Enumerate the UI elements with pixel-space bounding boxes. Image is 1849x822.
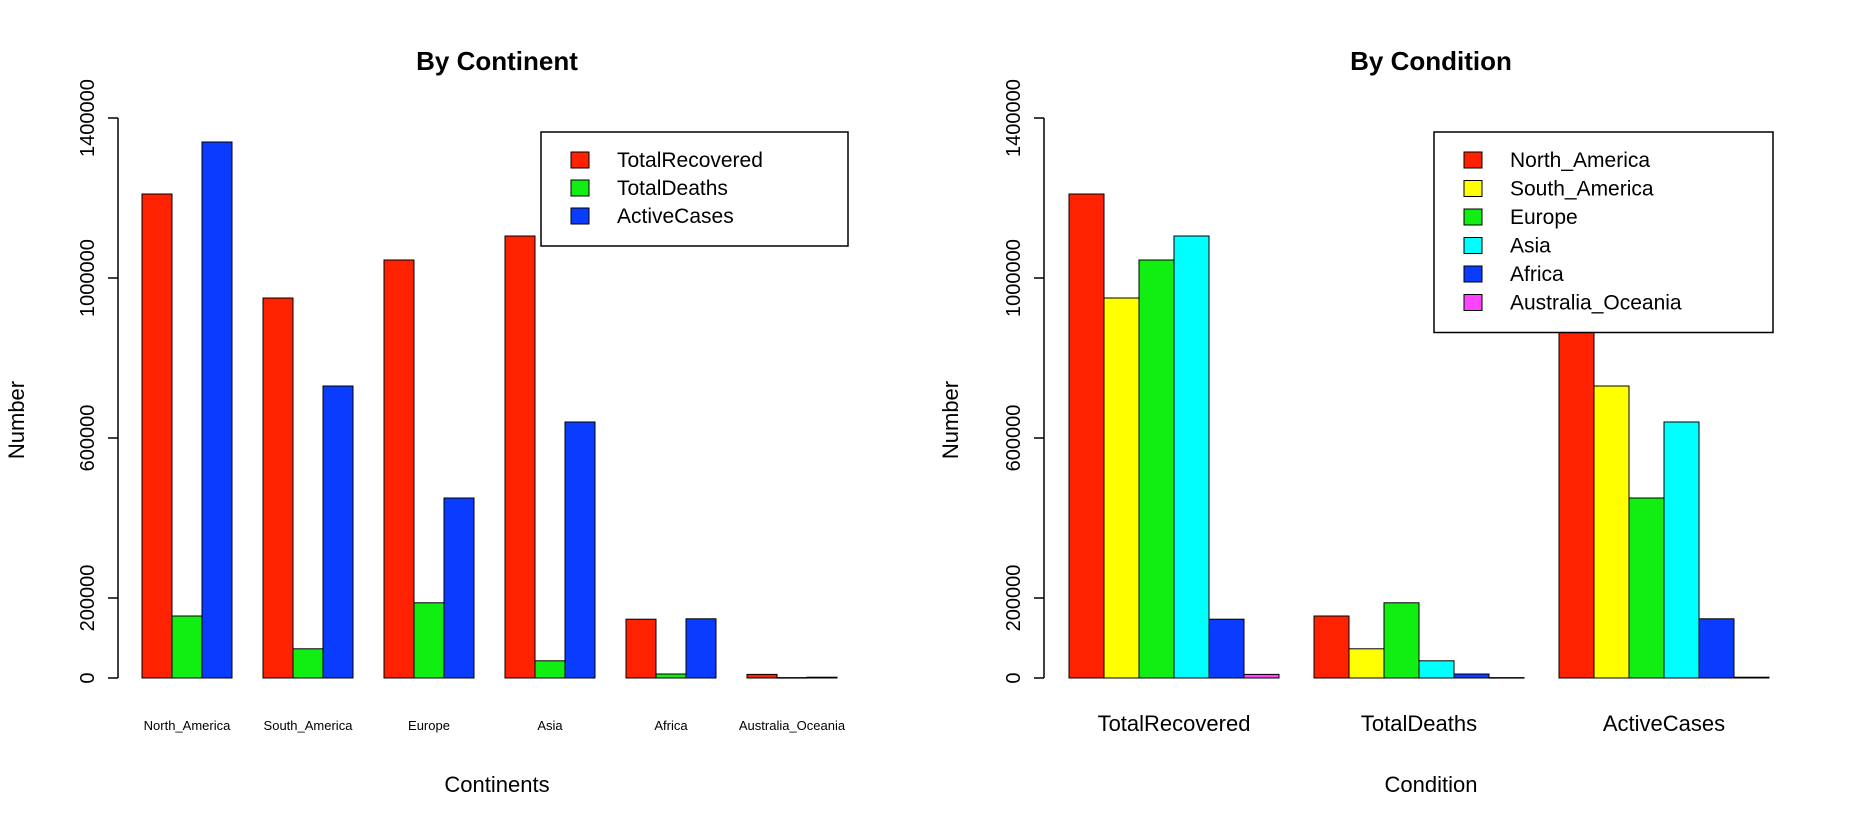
bar bbox=[1698, 618, 1735, 679]
bar bbox=[1138, 259, 1175, 679]
right-y-axis-label: Number bbox=[938, 381, 963, 459]
right-chart-title: By Condition bbox=[1350, 46, 1512, 76]
left-y-axis-label: Number bbox=[4, 381, 29, 459]
bar bbox=[1418, 660, 1455, 679]
legend-swatch bbox=[1463, 180, 1483, 197]
legend-box bbox=[1433, 131, 1774, 334]
legend-box bbox=[540, 131, 849, 247]
x-tick-label: Australia_Oceania bbox=[739, 718, 846, 733]
bar bbox=[746, 673, 778, 679]
bar bbox=[1593, 385, 1630, 679]
legend-swatch bbox=[570, 207, 590, 225]
legend-label: TotalRecovered bbox=[617, 149, 763, 172]
bar bbox=[534, 660, 566, 679]
bar bbox=[171, 615, 203, 679]
x-tick-label: Africa bbox=[654, 718, 688, 733]
bar bbox=[1068, 193, 1105, 679]
x-tick-label: TotalRecovered bbox=[1098, 711, 1251, 736]
bar bbox=[1628, 497, 1665, 679]
legend-swatch bbox=[1463, 237, 1483, 254]
bar bbox=[383, 259, 415, 679]
bar bbox=[685, 618, 717, 679]
left-chart-plot: 0 200000 600000 1000000 1400000 North_America… bbox=[77, 79, 849, 733]
bar bbox=[806, 676, 838, 679]
y-tick-label: 200000 bbox=[1003, 565, 1025, 632]
y-tick-label: 0 bbox=[1003, 672, 1025, 683]
legend-swatch bbox=[1463, 294, 1483, 311]
bar bbox=[1488, 677, 1525, 679]
x-tick-label: Europe bbox=[408, 718, 450, 733]
legend-label: ActiveCases bbox=[617, 205, 734, 228]
legend-label: Europe bbox=[1510, 206, 1578, 229]
legend-label: Asia bbox=[1510, 235, 1551, 258]
y-tick-label: 600000 bbox=[1003, 405, 1025, 472]
x-tick-label: ActiveCases bbox=[1603, 711, 1725, 736]
bar bbox=[1103, 297, 1140, 679]
y-tick-label: 1000000 bbox=[77, 239, 99, 317]
y-tick-label: 1400000 bbox=[77, 79, 99, 157]
bar bbox=[564, 421, 596, 679]
bar bbox=[1208, 618, 1245, 679]
legend-swatch bbox=[570, 151, 590, 169]
x-tick-label: TotalDeaths bbox=[1361, 711, 1477, 736]
y-tick-label: 200000 bbox=[77, 565, 99, 632]
x-tick-label: Asia bbox=[537, 718, 563, 733]
legend-label: North_America bbox=[1510, 149, 1650, 172]
legend-swatch bbox=[570, 179, 590, 197]
legend-swatch bbox=[1463, 151, 1483, 169]
bar bbox=[776, 677, 808, 679]
legend-label: TotalDeaths bbox=[617, 177, 728, 200]
bar bbox=[1383, 602, 1420, 679]
bar bbox=[322, 385, 354, 679]
left-x-axis-label: Continents bbox=[444, 772, 549, 797]
y-tick-label: 1400000 bbox=[1003, 79, 1025, 157]
bar bbox=[1313, 615, 1350, 679]
bar bbox=[655, 673, 687, 679]
x-tick-label: North_America bbox=[144, 718, 231, 733]
bar bbox=[1243, 673, 1280, 679]
right-chart-plot: 0 200000 600000 1000000 1400000 TotalRecovere… bbox=[1003, 79, 1774, 736]
bar bbox=[1173, 235, 1210, 679]
bar bbox=[1348, 648, 1385, 679]
bar bbox=[201, 141, 233, 679]
bar bbox=[504, 235, 536, 679]
bar bbox=[625, 618, 657, 679]
legend-swatch bbox=[1463, 208, 1483, 226]
legend-label: Australia_Oceania bbox=[1510, 292, 1682, 315]
y-tick-label: 1000000 bbox=[1003, 239, 1025, 317]
x-tick-label: South_America bbox=[264, 718, 354, 733]
bar bbox=[443, 497, 475, 679]
left-chart-title: By Continent bbox=[416, 46, 578, 76]
right-x-axis-label: Condition bbox=[1385, 772, 1478, 797]
legend-label: South_America bbox=[1510, 178, 1654, 201]
y-tick-label: 600000 bbox=[77, 405, 99, 472]
bar bbox=[292, 648, 324, 679]
y-tick-label: 0 bbox=[77, 672, 99, 683]
bar bbox=[141, 193, 173, 679]
bar bbox=[413, 602, 445, 679]
bar bbox=[1453, 673, 1490, 679]
bar bbox=[1733, 676, 1770, 679]
bar bbox=[1663, 421, 1700, 679]
legend-label: Africa bbox=[1510, 263, 1564, 286]
legend-swatch bbox=[1463, 265, 1483, 283]
bar bbox=[262, 297, 294, 679]
